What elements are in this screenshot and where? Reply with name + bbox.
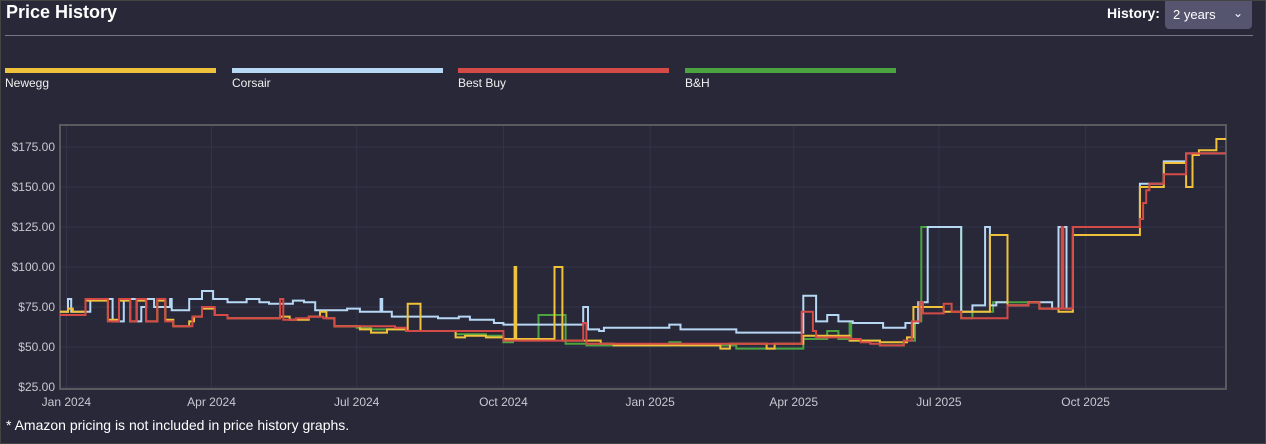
legend-label: B&H xyxy=(685,76,710,90)
legend-label: Best Buy xyxy=(458,76,507,90)
history-select[interactable]: 2 years ⌄ xyxy=(1165,1,1252,29)
series-line-b-h xyxy=(334,226,1041,350)
x-tick-label: Oct 2025 xyxy=(1061,395,1110,409)
page-title: Price History xyxy=(6,2,118,22)
footnote: * Amazon pricing is not included in pric… xyxy=(6,417,350,433)
legend-item-b-h[interactable]: B&H xyxy=(685,68,896,90)
chevron-down-icon: ⌄ xyxy=(1232,6,1243,20)
y-tick-label: $75.00 xyxy=(18,300,55,314)
x-tick-label: Apr 2024 xyxy=(187,395,236,409)
y-tick-label: $175.00 xyxy=(12,140,56,154)
y-tick-label: $50.00 xyxy=(18,340,55,354)
legend-swatch xyxy=(685,68,896,73)
history-label: History: xyxy=(1107,5,1160,21)
legend-label: Newegg xyxy=(5,76,50,90)
x-tick-label: Jan 2024 xyxy=(42,395,92,409)
x-tick-label: Apr 2025 xyxy=(769,395,818,409)
plot-border xyxy=(59,124,1227,390)
price-history-chart: $25.00 $50.00 $75.00 $100.00 $125.00 $150.00 $… xyxy=(12,124,1227,409)
legend-swatch xyxy=(5,68,216,73)
legend-label: Corsair xyxy=(232,76,271,90)
x-tick-label: Jul 2025 xyxy=(916,395,962,409)
legend-swatch xyxy=(458,68,669,73)
header-divider xyxy=(5,35,1253,36)
y-tick-label: $150.00 xyxy=(12,180,56,194)
y-tick-label: $100.00 xyxy=(12,260,56,274)
y-tick-label: $125.00 xyxy=(12,220,56,234)
y-tick-label: $25.00 xyxy=(18,380,55,394)
legend-swatch xyxy=(232,68,443,73)
legend-item-best-buy[interactable]: Best Buy xyxy=(458,68,669,90)
history-select-value: 2 years xyxy=(1173,7,1216,22)
series-line-best-buy xyxy=(60,152,1226,347)
x-tick-label: Oct 2024 xyxy=(479,395,528,409)
series-line-corsair xyxy=(60,152,1226,334)
x-tick-label: Jan 2025 xyxy=(625,395,675,409)
legend-item-corsair[interactable]: Corsair xyxy=(232,68,443,90)
legend-item-newegg[interactable]: Newegg xyxy=(5,68,216,90)
x-tick-label: Jul 2024 xyxy=(334,395,380,409)
series-line-newegg xyxy=(60,138,1226,350)
